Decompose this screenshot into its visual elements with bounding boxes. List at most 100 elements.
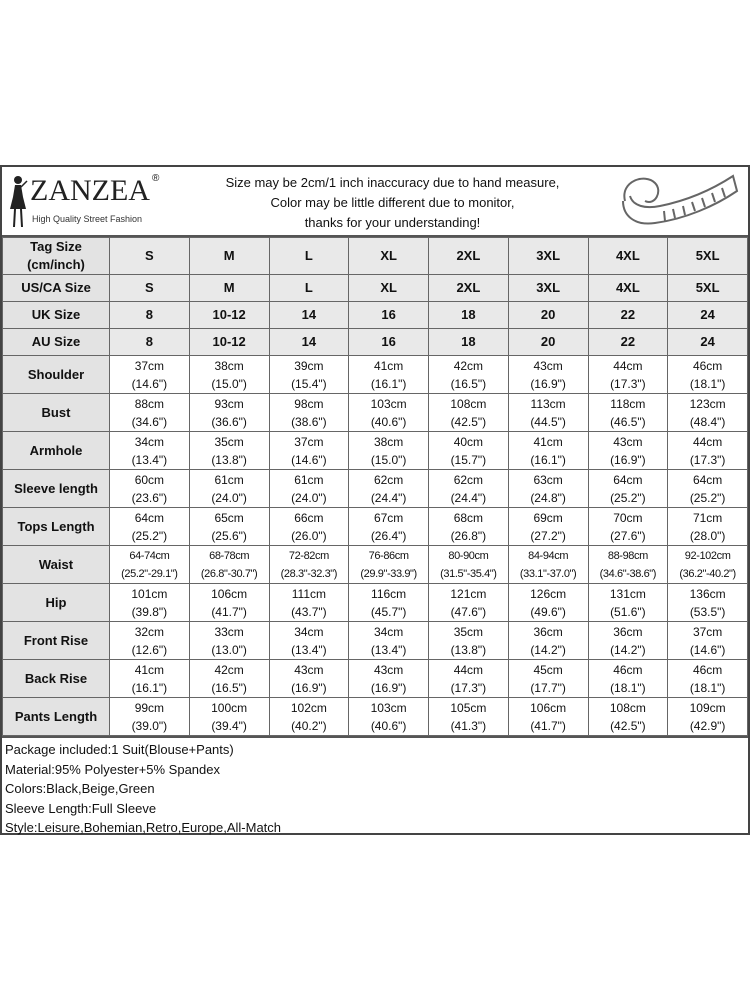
inch-value: (17.3") xyxy=(689,452,726,467)
inch-value: (18.1") xyxy=(689,376,726,391)
size-cell: M xyxy=(188,274,270,302)
measurement-row: Sleeve length 60cm (23.6") 61cm (24.0") 61cm (… xyxy=(2,469,748,508)
cm-value: 66cm xyxy=(294,510,324,525)
measurement-cell: 106cm (41.7") xyxy=(507,697,589,736)
brand-tagline: High Quality Street Fashion xyxy=(32,214,143,224)
inch-value: (48.4") xyxy=(689,414,726,429)
measurement-cell: 40cm (15.7") xyxy=(428,431,509,470)
cm-value: 93cm xyxy=(214,396,244,411)
cm-value: 63cm xyxy=(533,472,563,487)
cm-value: 46cm xyxy=(692,662,723,677)
measurement-cell: 118cm (46.5") xyxy=(587,393,669,432)
size-row: AU Size 8 10-12 14 16 18 20 22 24 xyxy=(2,328,748,356)
inch-value: (25.2") xyxy=(689,490,726,505)
inch-value: (31.5"-35.4") xyxy=(440,567,497,580)
measurement-cell: 116cm (45.7") xyxy=(348,583,429,622)
inch-value: (38.6") xyxy=(291,414,327,429)
size-cell: 16 xyxy=(348,328,429,356)
cm-value: 118cm xyxy=(610,396,646,411)
measurement-cell: 46cm (18.1") xyxy=(587,659,669,698)
inch-value: (27.6") xyxy=(610,528,646,543)
row-label: UK Size xyxy=(2,301,110,329)
inch-value: (14.6") xyxy=(291,452,327,467)
cm-value: 61cm xyxy=(294,472,324,487)
measurement-cell: 37cm (14.6") xyxy=(109,355,190,394)
measurement-cell: 43cm (16.9") xyxy=(348,659,429,698)
inch-value: (51.6") xyxy=(610,604,646,619)
row-label: Bust xyxy=(2,393,110,432)
inch-value: (14.6") xyxy=(131,376,168,391)
cm-value: 64cm xyxy=(134,510,165,525)
row-label: Back Rise xyxy=(2,659,110,698)
size-cell: 3XL xyxy=(507,237,589,275)
measurement-cell: 60cm (23.6") xyxy=(109,469,190,508)
cm-value: 43cm xyxy=(373,662,404,677)
size-cell: 2XL xyxy=(428,237,509,275)
measurement-cell: 62cm (24.4") xyxy=(348,469,429,508)
measurement-cell: 64cm (25.2") xyxy=(587,469,669,508)
measurement-cell: 61cm (24.0") xyxy=(268,469,350,508)
inch-value: (18.1") xyxy=(610,680,646,695)
cm-value: 36cm xyxy=(533,624,563,639)
measurement-row: Pants Length 99cm (39.0") 100cm (39.4") 102cm… xyxy=(2,697,748,736)
cm-value: 44cm xyxy=(453,662,484,677)
inch-value: (49.6") xyxy=(530,604,566,619)
size-cell: 4XL xyxy=(587,274,669,302)
cm-value: 111cm xyxy=(291,586,326,601)
inch-value: (16.1") xyxy=(131,680,168,695)
inch-value: (15.7") xyxy=(450,452,487,467)
detail-colors: Colors:Black,Beige,Green xyxy=(5,781,155,796)
measurement-cell: 109cm (42.9") xyxy=(667,697,748,736)
inch-value: (42.5") xyxy=(610,718,646,733)
brand-name: ZANZEA xyxy=(30,174,150,207)
inch-value: (25.2") xyxy=(610,490,646,505)
measurement-cell: 123cm (48.4") xyxy=(667,393,748,432)
size-cell: M xyxy=(188,237,270,275)
measurement-cell: 38cm (15.0") xyxy=(188,355,270,394)
cm-value: 106cm xyxy=(530,700,567,715)
measurement-cell: 103cm (40.6") xyxy=(348,697,429,736)
measurement-cell: 42cm (16.5") xyxy=(188,659,270,698)
measurement-cell: 38cm (15.0") xyxy=(348,431,429,470)
inch-value: (47.6") xyxy=(450,604,487,619)
cm-value: 38cm xyxy=(214,358,244,373)
size-row: Tag Size (cm/inch) S M L XL 2XL 3XL 4XL 5XL xyxy=(2,237,748,275)
measurement-cell: 64cm (25.2") xyxy=(109,507,190,546)
measurement-cell: 46cm (18.1") xyxy=(667,355,748,394)
measurement-cell: 100cm (39.4") xyxy=(188,697,270,736)
inch-value: (23.6") xyxy=(131,490,168,505)
inch-value: (16.1") xyxy=(370,376,407,391)
row-label: Waist xyxy=(2,545,110,584)
measurement-cell: 92-102cm (36.2"-40.2") xyxy=(667,545,748,584)
inch-value: (13.0") xyxy=(211,642,247,657)
measurement-cell: 113cm (44.5") xyxy=(507,393,589,432)
inch-value: (13.4") xyxy=(291,642,327,657)
brand-logo: ZANZEA ® High Quality Street Fashion xyxy=(8,173,178,231)
cm-value: 43cm xyxy=(613,434,643,449)
cm-value: 42cm xyxy=(214,662,244,677)
measurement-row: Front Rise 32cm (12.6") 33cm (13.0") 34cm (13.… xyxy=(2,621,748,660)
size-cell: 5XL xyxy=(667,237,748,275)
size-cell: 16 xyxy=(348,301,429,329)
measurement-cell: 61cm (24.0") xyxy=(188,469,270,508)
size-row: UK Size 8 10-12 14 16 18 20 22 24 xyxy=(2,301,748,329)
cm-value: 84-94cm xyxy=(528,549,569,562)
cm-value: 70cm xyxy=(613,510,643,525)
inch-value: (26.8"-30.7") xyxy=(200,567,258,580)
inch-value: (15.4") xyxy=(291,376,327,391)
cm-value: 92-102cm xyxy=(684,549,731,562)
inch-value: (39.4") xyxy=(211,718,247,733)
cm-value: 98cm xyxy=(294,396,324,411)
size-cell: 8 xyxy=(109,328,190,356)
cm-value: 39cm xyxy=(294,358,324,373)
measurement-row: Armhole 34cm (13.4") 35cm (13.8") 37cm (14.6")… xyxy=(2,431,748,470)
cm-value: 116cm xyxy=(371,586,407,601)
size-cell: 5XL xyxy=(667,274,748,302)
inch-value: (34.6") xyxy=(131,414,168,429)
registered-mark: ® xyxy=(151,173,160,184)
measurement-row: Tops Length 64cm (25.2") 65cm (25.6") 66cm (26… xyxy=(2,507,748,546)
cm-value: 88cm xyxy=(134,396,165,411)
notice-line: Color may be little different due to mon… xyxy=(270,195,515,210)
size-chart: ZANZEA ® High Quality Street Fashion Size… xyxy=(0,165,750,835)
size-cell: 8 xyxy=(109,301,190,329)
